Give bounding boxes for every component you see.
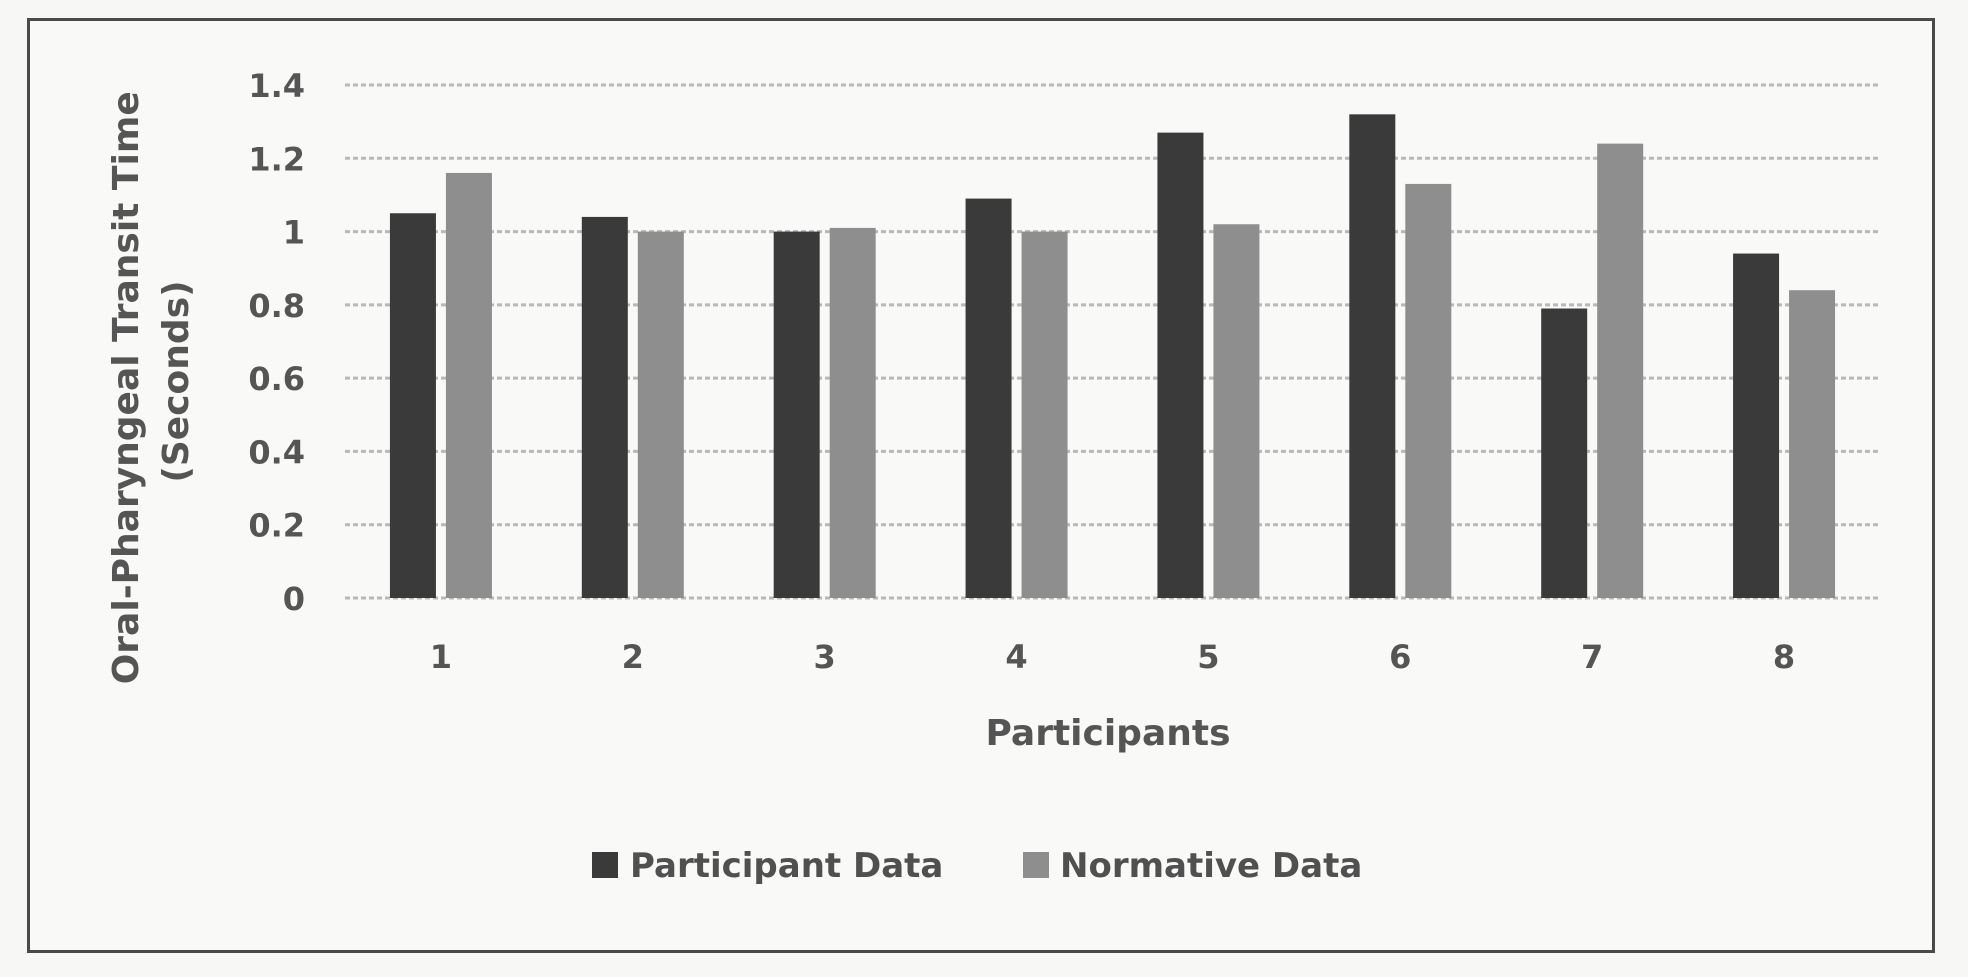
bar-participant-4 bbox=[965, 198, 1012, 599]
bar-participant-2 bbox=[581, 216, 628, 598]
bar-normative-5 bbox=[1213, 224, 1260, 598]
y-tick-label: 1.4 bbox=[248, 67, 305, 105]
bar-participant-1 bbox=[389, 213, 436, 598]
bar-participant-5 bbox=[1157, 132, 1204, 598]
bar-normative-4 bbox=[1021, 231, 1068, 599]
y-axis-title: Oral-Pharyngeal Transit Time (Seconds) bbox=[106, 79, 197, 685]
x-tick-label: 3 bbox=[814, 638, 836, 676]
x-tick-labels: 1 2 3 4 5 6 7 8 bbox=[430, 638, 1795, 676]
x-tick-label: 8 bbox=[1773, 638, 1795, 676]
y-tick-label: 0.8 bbox=[248, 287, 305, 325]
legend: Participant Data Normative Data bbox=[592, 846, 1362, 886]
y-axis-title-line-2: (Seconds) bbox=[156, 280, 197, 482]
bar-normative-8 bbox=[1789, 290, 1836, 598]
x-tick-label: 5 bbox=[1197, 638, 1219, 676]
x-tick-label: 2 bbox=[622, 638, 644, 676]
gridlines bbox=[345, 83, 1880, 600]
bar-participant-3 bbox=[773, 231, 820, 599]
y-tick-label: 0.4 bbox=[248, 433, 305, 471]
bar-normative-7 bbox=[1597, 143, 1644, 598]
bars bbox=[389, 114, 1836, 599]
x-tick-label: 4 bbox=[1005, 638, 1027, 676]
y-tick-labels: 0 0.2 0.4 0.6 0.8 1 1.2 1.4 bbox=[248, 67, 305, 618]
bar-participant-7 bbox=[1541, 308, 1588, 598]
bar-normative-6 bbox=[1405, 183, 1452, 598]
x-tick-label: 1 bbox=[430, 638, 452, 676]
bar-normative-2 bbox=[637, 231, 684, 599]
y-tick-label: 1.2 bbox=[248, 140, 305, 178]
x-tick-label: 6 bbox=[1389, 638, 1411, 676]
x-axis-title: Participants bbox=[985, 713, 1230, 754]
bar-normative-1 bbox=[445, 172, 492, 598]
x-tick-label: 7 bbox=[1581, 638, 1603, 676]
y-tick-label: 1 bbox=[283, 214, 305, 252]
legend-label-normative-data: Normative Data bbox=[1060, 846, 1362, 886]
y-tick-label: 0 bbox=[283, 580, 305, 618]
y-tick-label: 0.2 bbox=[248, 507, 305, 545]
bar-normative-3 bbox=[829, 227, 876, 598]
bar-participant-8 bbox=[1733, 253, 1780, 599]
legend-swatch-participant-data bbox=[592, 852, 618, 878]
legend-swatch-normative-data bbox=[1023, 852, 1049, 878]
y-tick-label: 0.6 bbox=[248, 360, 305, 398]
y-axis-title-line-1: Oral-Pharyngeal Transit Time bbox=[106, 91, 147, 684]
bar-participant-6 bbox=[1349, 114, 1396, 599]
legend-label-participant-data: Participant Data bbox=[630, 846, 943, 886]
